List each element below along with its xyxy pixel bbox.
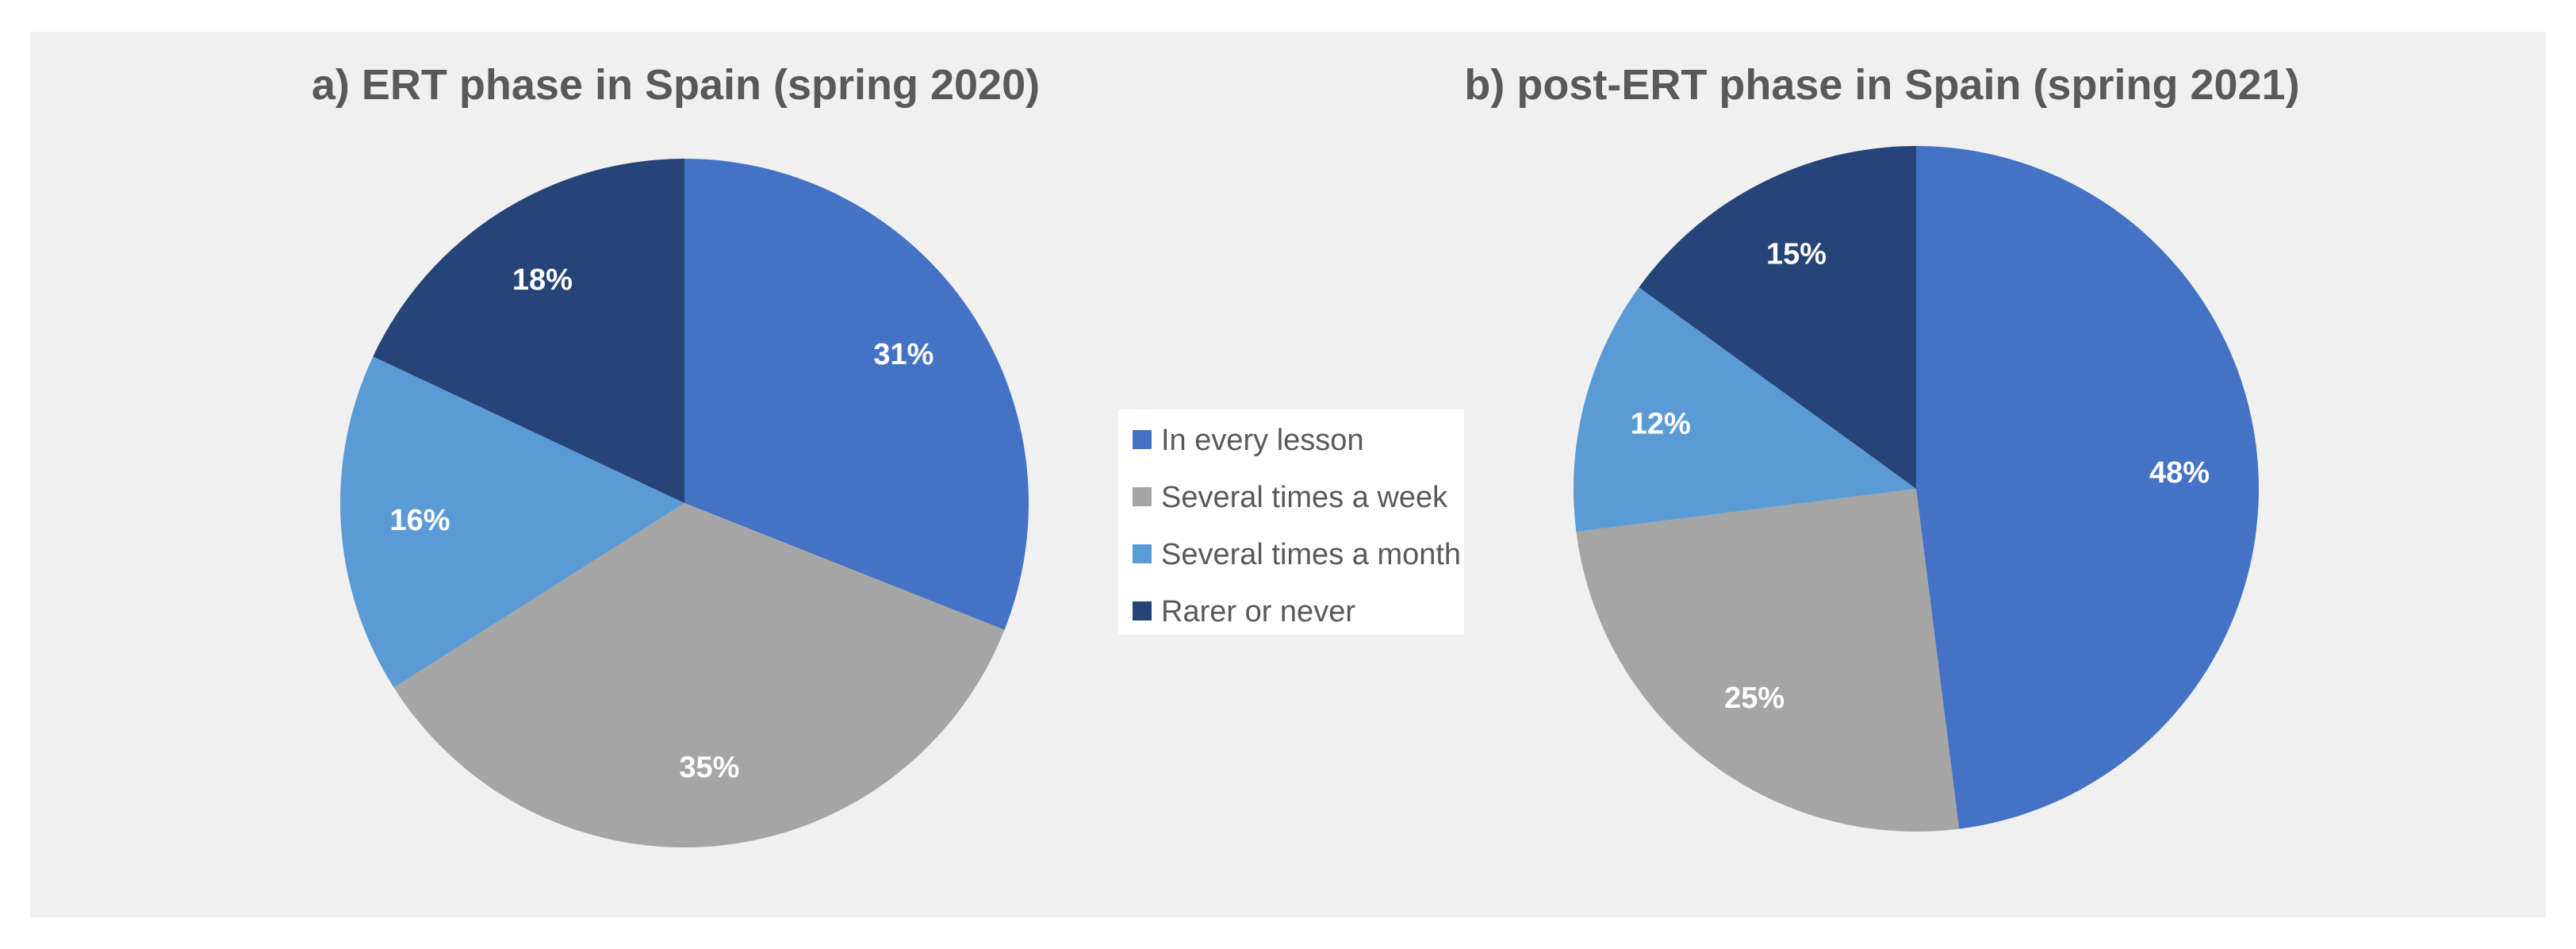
- pie-a-slice-every-lesson: [684, 159, 1029, 630]
- pie-a-slice-several-week: [393, 503, 1005, 847]
- pie-a-label-every-lesson: 31%: [873, 338, 933, 371]
- legend-label-several-month: Several times a month: [1161, 538, 1461, 571]
- legend-box: [1118, 409, 1464, 635]
- figure: a) ERT phase in Spain (spring 2020) b) p…: [30, 32, 2546, 917]
- chart-a-title: a) ERT phase in Spain (spring 2020): [312, 61, 1040, 109]
- pie-b-label-every-lesson: 48%: [2149, 456, 2210, 490]
- pie-b-slice-rarer-never: [1639, 145, 1916, 489]
- legend-label-every-lesson: In every lesson: [1161, 424, 1364, 457]
- pie-chart-a: 31% 35% 16% 18%: [340, 159, 1029, 847]
- pie-b-slice-every-lesson: [1916, 146, 2259, 829]
- legend-swatch-every-lesson: [1133, 430, 1152, 449]
- legend-label-several-week: Several times a week: [1161, 481, 1448, 514]
- legend: In every lesson Several times a week Sev…: [1118, 409, 1464, 635]
- pie-b-label-several-month: 12%: [1631, 407, 1691, 440]
- pie-a-label-several-week: 35%: [679, 751, 739, 785]
- legend-swatch-several-week: [1133, 487, 1152, 506]
- pie-b-label-rarer-never: 15%: [1766, 238, 1827, 271]
- pie-charts-svg: a) ERT phase in Spain (spring 2020) b) p…: [312, 61, 2300, 847]
- pie-b-slice-several-month: [1574, 287, 1916, 532]
- pie-b-label-several-week: 25%: [1724, 682, 1784, 715]
- pie-b-slice-several-week: [1576, 489, 1960, 832]
- pie-a-label-rarer-never: 18%: [512, 263, 573, 297]
- pie-a-slice-rarer-never: [373, 159, 684, 503]
- legend-swatch-rarer-never: [1133, 601, 1152, 620]
- legend-label-rarer-never: Rarer or never: [1161, 595, 1355, 628]
- pie-chart-b: 48% 25% 12% 15%: [1574, 145, 2259, 832]
- chart-b-title: b) post-ERT phase in Spain (spring 2021): [1464, 61, 2299, 109]
- legend-swatch-several-month: [1133, 544, 1152, 563]
- pie-a-label-several-month: 16%: [389, 504, 450, 537]
- pie-a-slice-several-month: [340, 356, 684, 688]
